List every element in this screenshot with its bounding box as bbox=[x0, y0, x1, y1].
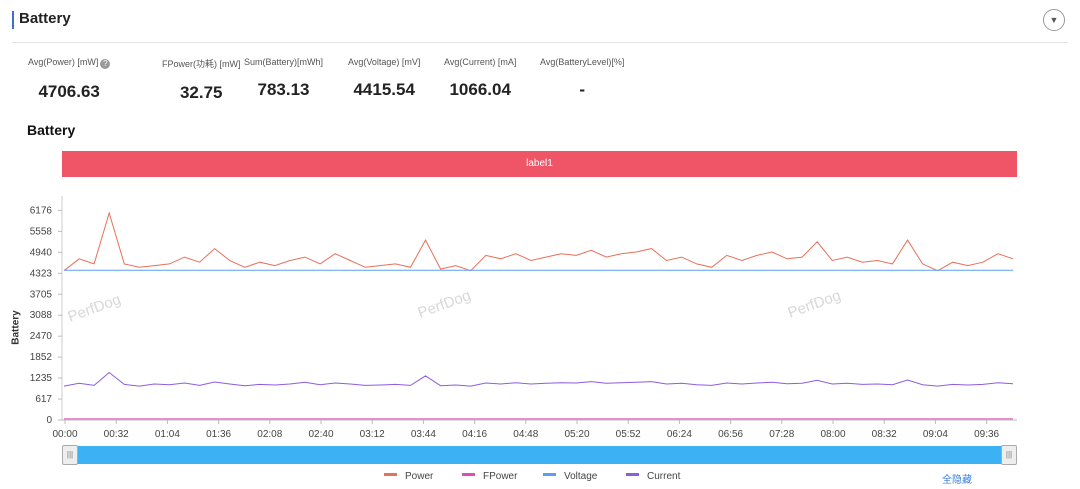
metric-value: 4415.54 bbox=[353, 80, 415, 99]
legend-swatch bbox=[543, 473, 556, 476]
legend-item-current[interactable]: Current bbox=[626, 471, 680, 482]
x-tick-label: 08:00 bbox=[820, 429, 845, 440]
x-tick-label: 00:32 bbox=[104, 429, 129, 440]
y-tick-label: 4323 bbox=[30, 268, 53, 279]
metric-value: 783.13 bbox=[257, 80, 310, 99]
metric-label: Sum(Battery)[mWh] bbox=[244, 57, 324, 67]
legend-label: Power bbox=[405, 471, 434, 482]
metric-fpower: FPower(功耗) [mW] 32.75 bbox=[162, 57, 241, 103]
help-icon[interactable]: ? bbox=[100, 59, 111, 69]
x-tick-label: 06:24 bbox=[667, 429, 692, 440]
slider-handle-right[interactable]: ||| bbox=[1001, 445, 1017, 465]
legend-swatch bbox=[462, 473, 475, 476]
header-divider bbox=[12, 42, 1068, 43]
metric-label: Avg(Voltage) [mV] bbox=[348, 57, 421, 67]
metric-label: FPower(功耗) [mW] bbox=[162, 59, 241, 69]
metric-label: Avg(Power) [mW] bbox=[28, 57, 99, 67]
x-tick-label: 03:12 bbox=[360, 429, 385, 440]
legend-swatch bbox=[384, 473, 397, 476]
label-band[interactable]: label1 bbox=[62, 151, 1017, 177]
hide-all-button[interactable]: 全隐藏 bbox=[942, 475, 972, 486]
y-tick-label: 1235 bbox=[30, 373, 53, 384]
x-tick-label: 05:52 bbox=[616, 429, 641, 440]
battery-chart[interactable]: PerfDog PerfDog PerfDog 0 617 1235 1852 2470… bbox=[0, 0, 1080, 446]
y-tick-label: 3088 bbox=[30, 310, 53, 321]
metric-avg-current: Avg(Current) [mA] 1066.04 bbox=[444, 57, 516, 100]
x-tick-label: 04:48 bbox=[513, 429, 538, 440]
watermark: PerfDog bbox=[66, 291, 124, 326]
panel-title: Battery bbox=[19, 10, 71, 27]
y-tick-label: 4940 bbox=[30, 247, 53, 258]
chevron-down-icon[interactable]: ▼ bbox=[1043, 9, 1065, 31]
legend-label: Current bbox=[647, 471, 681, 482]
panel-header: Battery ▼ bbox=[0, 0, 1080, 42]
legend-swatch bbox=[626, 473, 639, 476]
x-tick-label: 09:36 bbox=[974, 429, 999, 440]
y-tick-label: 617 bbox=[35, 394, 52, 405]
slider-handle-left[interactable]: ||| bbox=[62, 445, 78, 465]
legend-item-voltage[interactable]: Voltage bbox=[543, 471, 597, 482]
legend-label: Voltage bbox=[564, 471, 598, 482]
x-tick-label: 04:16 bbox=[462, 429, 487, 440]
x-tick-label: 02:08 bbox=[257, 429, 282, 440]
section-title: Battery bbox=[27, 122, 76, 138]
x-tick-label: 05:20 bbox=[564, 429, 589, 440]
y-tick-label: 0 bbox=[46, 415, 52, 426]
legend-item-fpower[interactable]: FPower bbox=[462, 471, 517, 482]
metric-avg-power: Avg(Power) [mW]? 4706.63 bbox=[28, 57, 111, 102]
y-tick-label: 1852 bbox=[30, 352, 53, 363]
metric-avg-voltage: Avg(Voltage) [mV] 4415.54 bbox=[348, 57, 420, 100]
x-tick-label: 01:36 bbox=[206, 429, 231, 440]
metric-value: 32.75 bbox=[179, 83, 223, 102]
metric-value: 1066.04 bbox=[449, 80, 511, 99]
metric-label: Avg(BatteryLevel)[%] bbox=[540, 57, 625, 67]
y-tick-label: 5558 bbox=[30, 226, 53, 237]
x-tick-label: 09:04 bbox=[923, 429, 948, 440]
x-tick-label: 08:32 bbox=[872, 429, 897, 440]
metric-value: - bbox=[579, 80, 586, 99]
legend-item-power[interactable]: Power bbox=[384, 471, 433, 482]
y-tick-label: 6176 bbox=[30, 205, 53, 216]
metric-sum-battery: Sum(Battery)[mWh] 783.13 bbox=[244, 57, 323, 100]
series-line-current bbox=[63, 371, 1014, 387]
x-tick-label: 01:04 bbox=[155, 429, 180, 440]
legend-label: FPower bbox=[483, 471, 518, 482]
watermark: PerfDog bbox=[786, 287, 844, 322]
x-tick-label: 06:56 bbox=[718, 429, 743, 440]
x-tick-label: 03:44 bbox=[411, 429, 436, 440]
zoom-slider[interactable]: ||| ||| bbox=[62, 445, 1017, 465]
metric-label: Avg(Current) [mA] bbox=[444, 57, 517, 67]
series-line-power bbox=[63, 211, 1014, 272]
metric-value: 4706.63 bbox=[38, 82, 100, 101]
header-accent-bar bbox=[12, 11, 14, 29]
y-tick-label: 3705 bbox=[30, 289, 53, 300]
x-tick-label: 07:28 bbox=[769, 429, 794, 440]
x-tick-label: 02:40 bbox=[308, 429, 333, 440]
metric-avg-battery-level: Avg(BatteryLevel)[%] - bbox=[540, 57, 624, 100]
x-tick-label: 00:00 bbox=[52, 429, 77, 440]
y-tick-label: 2470 bbox=[30, 331, 53, 342]
watermark: PerfDog bbox=[416, 287, 474, 322]
